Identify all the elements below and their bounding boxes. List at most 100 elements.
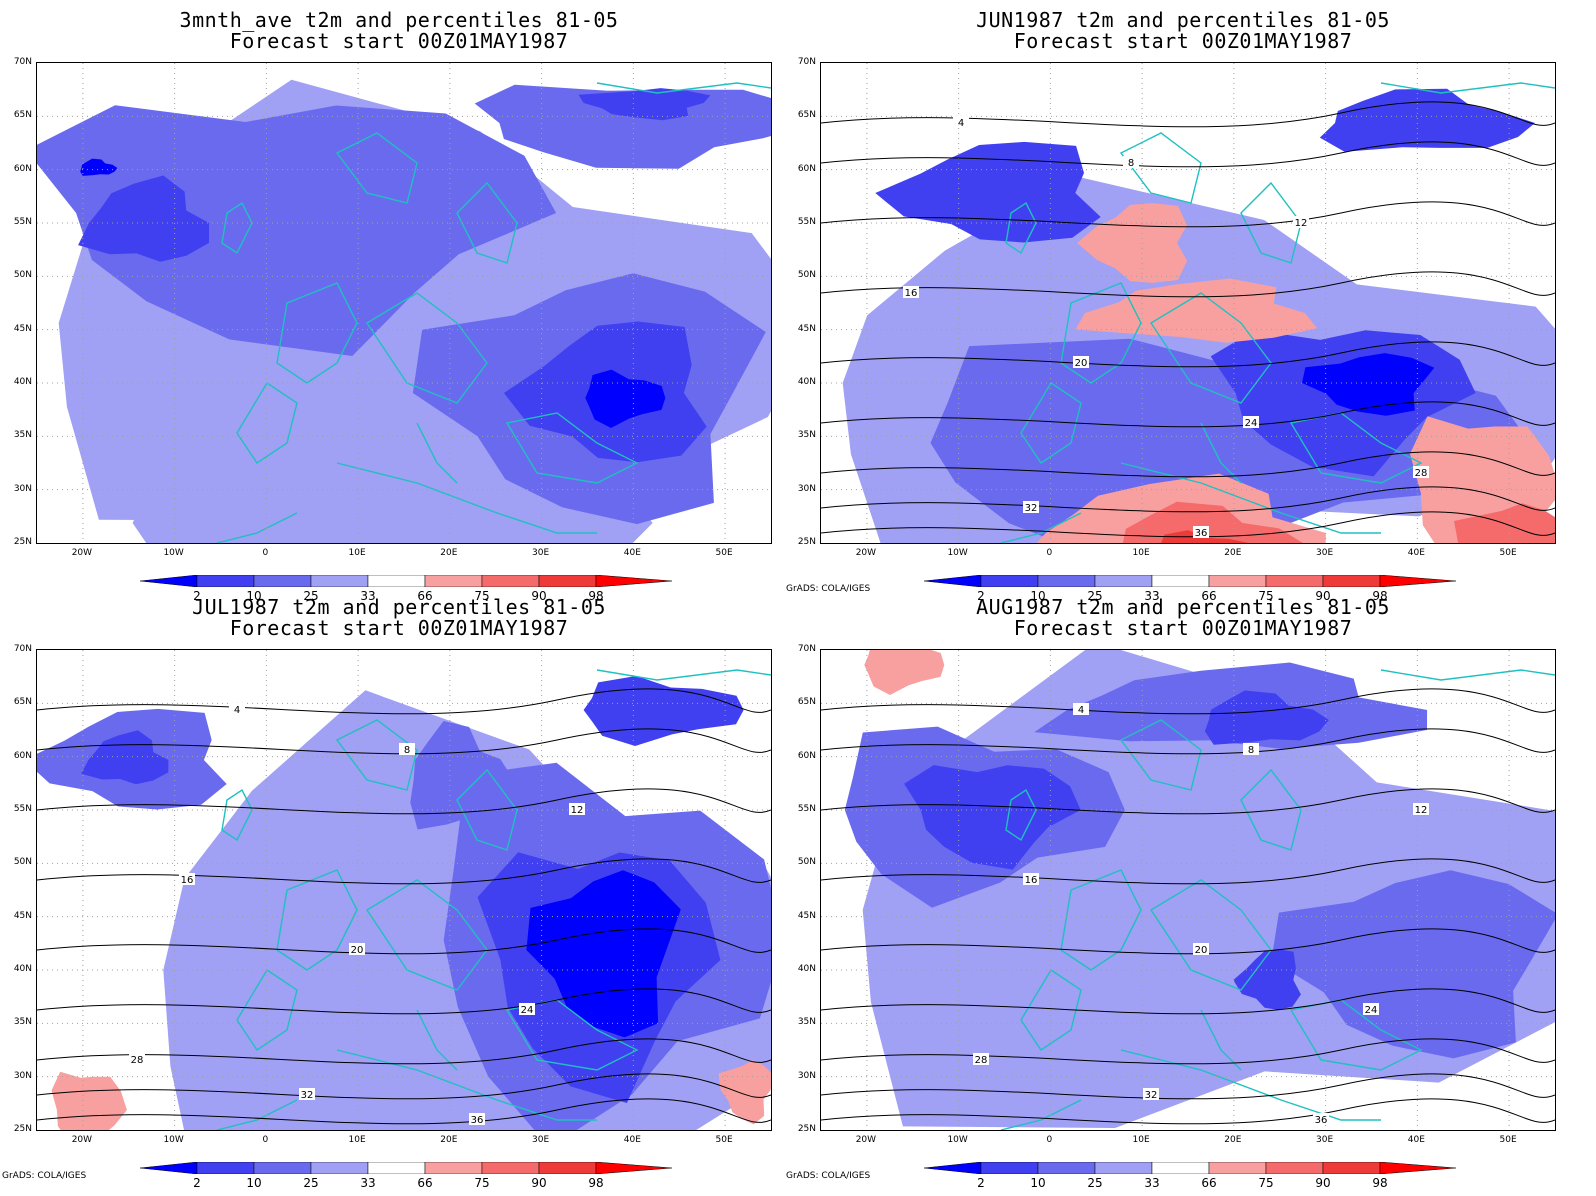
colorbar-tick-label: 33: [360, 1176, 376, 1190]
isotherm-contour: [37, 688, 771, 715]
percentile-shading: [875, 141, 1101, 243]
isotherm-contour: [821, 271, 1555, 298]
lat-tick-label: 45N: [797, 323, 816, 334]
percentile-shading: [410, 721, 514, 830]
lon-tick-label: 10W: [163, 548, 184, 558]
panel-subtitle: Forecast start 00Z01MAY1987: [229, 616, 569, 640]
contour-label-bg: [569, 803, 585, 815]
grads-credit: GrADS: COLA/IGES: [786, 1171, 871, 1181]
lat-tick-label: 35N: [13, 430, 32, 441]
isotherm-contour: [821, 511, 1555, 538]
isotherm-contour: [821, 401, 1555, 428]
map-panel: 3mnth_ave t2m and percentiles 81-05 Forec…: [0, 0, 798, 603]
colorbar-tick-label: 75: [474, 1176, 490, 1190]
colorbar-tick-label: 90: [531, 589, 547, 603]
isotherm-contour: [821, 1073, 1555, 1100]
contour-label: 36: [1195, 528, 1208, 539]
contour-label-bg: [399, 743, 415, 755]
colorbar-arrow-low: [924, 575, 982, 587]
lon-tick-label: 0: [262, 1135, 269, 1145]
colorbar-tick-label: 33: [360, 589, 376, 603]
lat-tick-label: 25N: [797, 537, 816, 547]
lon-tick-label: 40E: [1407, 1135, 1425, 1145]
colorbar-segment: [424, 575, 483, 587]
contour-label-bg: [519, 1003, 535, 1015]
percentile-shading: [78, 175, 209, 262]
isotherm-contour: [37, 988, 771, 1015]
colorbar-segment: [253, 575, 312, 587]
isotherm-contour: [821, 728, 1555, 755]
lon-tick-label: 0: [1046, 1135, 1053, 1145]
panel-title: JUL1987 t2m and percentiles 81-05: [192, 595, 606, 619]
colorbar-tick-label: 98: [1372, 1176, 1388, 1190]
colorbar-tick-label: 98: [588, 1176, 604, 1190]
contour-label-bg: [1363, 1003, 1379, 1015]
contour-label-bg: [299, 1088, 315, 1100]
colorbar: [140, 1162, 672, 1174]
colorbar-segment: [1151, 575, 1210, 587]
percentile-shading: [526, 870, 681, 1038]
isotherm-contour: [821, 988, 1555, 1015]
colorbar-arrow-high: [595, 1162, 672, 1174]
percentile-shading: [583, 675, 744, 746]
lat-tick-label: 60N: [13, 163, 32, 174]
percentile-shading: [51, 1071, 127, 1130]
lat-tick-label: 50N: [13, 270, 32, 281]
colorbar: [924, 575, 1456, 587]
lat-tick-label: 70N: [797, 57, 816, 67]
contour-label: 12: [1415, 805, 1428, 816]
contour-label: 24: [1245, 418, 1258, 429]
lat-tick-label: 25N: [13, 1124, 32, 1134]
contour-label-bg: [1073, 703, 1089, 715]
colorbar-segment: [1265, 575, 1324, 587]
lat-tick-label: 40N: [797, 377, 816, 387]
lon-tick-label: 0: [1046, 548, 1053, 558]
percentile-shading: [578, 88, 711, 121]
contour-label: 8: [404, 745, 410, 756]
colorbar-tick-label: 66: [1201, 589, 1217, 603]
contour-label: 32: [1145, 1090, 1158, 1101]
map-area: 4 8 12 16 20 24 28 32 36: [820, 62, 1556, 544]
map-area: [36, 62, 772, 544]
colorbar-tick-label: 2: [977, 1176, 985, 1190]
lat-tick-label: 40N: [13, 964, 32, 974]
lon-tick-label: 10W: [947, 1135, 968, 1145]
colorbar-tick-label: 2: [193, 589, 201, 603]
colorbar-segment: [538, 1162, 597, 1174]
lon-tick-label: 20W: [855, 548, 877, 558]
lat-tick-label: 45N: [797, 910, 816, 921]
percentile-shading: [474, 84, 771, 169]
lat-tick-label: 60N: [797, 163, 816, 174]
contour-label-bg: [1413, 466, 1429, 478]
colorbar-segment: [980, 1162, 1039, 1174]
lon-tick-label: 20E: [440, 1135, 458, 1145]
colorbar-tick-label: 25: [1087, 1176, 1103, 1190]
lon-tick-label: 20W: [71, 1135, 93, 1145]
lat-tick-label: 55N: [797, 217, 816, 227]
contour-label-bg: [129, 1053, 145, 1065]
lat-tick-label: 55N: [797, 804, 816, 814]
lon-tick-label: 20W: [71, 548, 93, 558]
colorbar-tick-label: 66: [417, 1176, 433, 1190]
contour-label-bg: [1073, 356, 1089, 368]
colorbar-arrow-low: [140, 1162, 198, 1174]
percentile-shading: [904, 765, 1081, 870]
isotherm-contour: [821, 451, 1555, 478]
isotherm-contour: [37, 1098, 771, 1125]
contour-label: 32: [301, 1090, 314, 1101]
isotherm-contour: [821, 928, 1555, 955]
lon-tick-label: 10E: [348, 548, 366, 558]
colorbar-tick-label: 75: [474, 589, 490, 603]
contour-label: 8: [1128, 158, 1134, 169]
contour-label-bg: [1143, 1088, 1159, 1100]
contour-label-bg: [1123, 156, 1139, 168]
contour-label-bg: [1243, 743, 1259, 755]
percentile-shading: [1204, 690, 1329, 745]
contour-label: 20: [1195, 945, 1208, 956]
colorbar-segment: [367, 575, 426, 587]
lon-tick-label: 20W: [855, 1135, 877, 1145]
colorbar-segment: [424, 1162, 483, 1174]
lat-tick-label: 50N: [13, 857, 32, 868]
percentile-shading: [864, 650, 945, 695]
colorbar-tick-label: 90: [1315, 1176, 1331, 1190]
